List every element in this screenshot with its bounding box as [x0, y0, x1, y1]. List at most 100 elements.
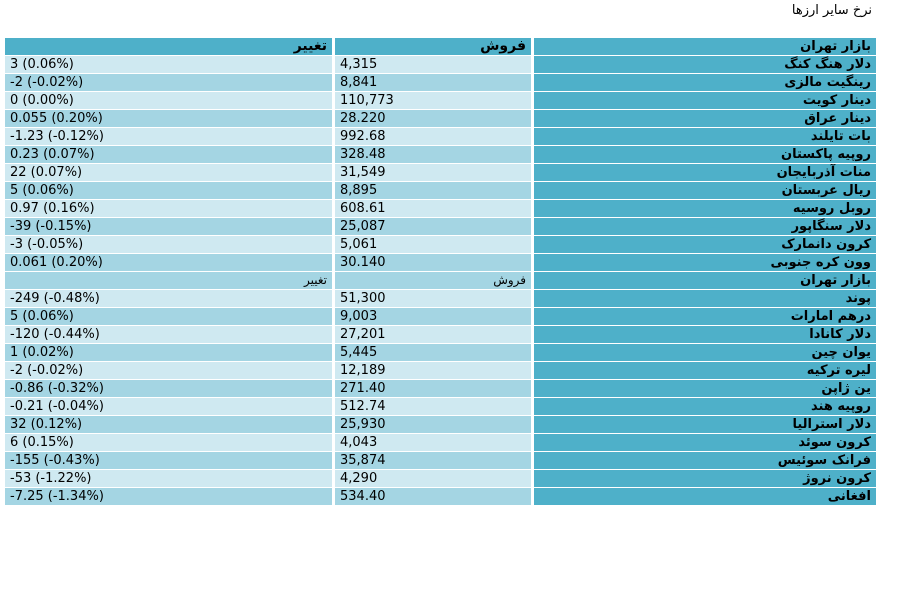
currency-name: افغانی [531, 488, 876, 505]
sell-price: 28.220 [332, 110, 531, 127]
currency-name: پوند [531, 290, 876, 307]
currency-name: درهم امارات [531, 308, 876, 325]
price-change: 0 (0.00%) [5, 92, 332, 109]
currency-name: لیره ترکیه [531, 362, 876, 379]
price-change: -0.21 (-0.04%) [5, 398, 332, 415]
sell-price: 512.74 [332, 398, 531, 415]
price-change: 6 (0.15%) [5, 434, 332, 451]
price-change: 0.055 (0.20%) [5, 110, 332, 127]
price-change: 32 (0.12%) [5, 416, 332, 433]
currency-name: روپیه هند [531, 398, 876, 415]
table-row: دلار هنگ کنگ 4,315 3 (0.06%) [5, 56, 876, 73]
price-change: -2 (-0.02%) [5, 74, 332, 91]
table-row: یوان چین 5,445 1 (0.02%) [5, 344, 876, 361]
sell-price: 30.140 [332, 254, 531, 271]
sell-price: 4,043 [332, 434, 531, 451]
currency-name: دینار کویت [531, 92, 876, 109]
currency-name: روپیه پاکستان [531, 146, 876, 163]
currency-name: دینار عراق [531, 110, 876, 127]
currency-name: دلار استرالیا [531, 416, 876, 433]
sell-subheader: فروش [332, 272, 531, 289]
price-change: -155 (-0.43%) [5, 452, 332, 469]
price-change: 22 (0.07%) [5, 164, 332, 181]
table-row: ریال عربستان 8,895 5 (0.06%) [5, 182, 876, 199]
sell-price: 4,290 [332, 470, 531, 487]
market-header: بازار تهران [531, 38, 876, 55]
sell-header: فروش [332, 38, 531, 55]
price-change: 3 (0.06%) [5, 56, 332, 73]
price-change: -1.23 (-0.12%) [5, 128, 332, 145]
table-row: روپیه پاکستان 328.48 0.23 (0.07%) [5, 146, 876, 163]
table-row: دینار کویت 110,773 0 (0.00%) [5, 92, 876, 109]
table-row: بات تایلند 992.68 -1.23 (-0.12%) [5, 128, 876, 145]
table-row: رینگیت مالزی 8,841 -2 (-0.02%) [5, 74, 876, 91]
sell-price: 51,300 [332, 290, 531, 307]
sell-price: 9,003 [332, 308, 531, 325]
change-header: تغییر [5, 38, 332, 55]
currency-name: روبل روسیه [531, 200, 876, 217]
price-change: -39 (-0.15%) [5, 218, 332, 235]
table-row: منات آذربایجان 31,549 22 (0.07%) [5, 164, 876, 181]
price-change: 5 (0.06%) [5, 182, 332, 199]
price-change: 0.97 (0.16%) [5, 200, 332, 217]
currency-name: ین ژاپن [531, 380, 876, 397]
currency-name: وون کره جنوبی [531, 254, 876, 271]
price-change: 5 (0.06%) [5, 308, 332, 325]
price-change: 1 (0.02%) [5, 344, 332, 361]
table-row: ین ژاپن 271.40 -0.86 (-0.32%) [5, 380, 876, 397]
sell-price: 8,895 [332, 182, 531, 199]
table-header-row: بازار تهران فروش تغییر [5, 38, 876, 55]
currency-name: رینگیت مالزی [531, 74, 876, 91]
table-row: دلار استرالیا 25,930 32 (0.12%) [5, 416, 876, 433]
table-row: افغانی 534.40 -7.25 (-1.34%) [5, 488, 876, 505]
currency-name: بات تایلند [531, 128, 876, 145]
price-change: -3 (-0.05%) [5, 236, 332, 253]
table-row: روبل روسیه 608.61 0.97 (0.16%) [5, 200, 876, 217]
currency-name: منات آذربایجان [531, 164, 876, 181]
currency-name: ریال عربستان [531, 182, 876, 199]
sell-price: 992.68 [332, 128, 531, 145]
table-row: دلار سنگاپور 25,087 -39 (-0.15%) [5, 218, 876, 235]
sell-price: 328.48 [332, 146, 531, 163]
sell-price: 608.61 [332, 200, 531, 217]
sell-price: 12,189 [332, 362, 531, 379]
sell-price: 31,549 [332, 164, 531, 181]
currency-name: کرون دانمارک [531, 236, 876, 253]
table-row: کرون دانمارک 5,061 -3 (-0.05%) [5, 236, 876, 253]
currency-rates-table: بازار تهران فروش تغییر دلار هنگ کنگ 4,315… [5, 37, 876, 506]
page-title: نرخ سایر ارزها [791, 3, 872, 18]
price-change: -53 (-1.22%) [5, 470, 332, 487]
price-change: -0.86 (-0.32%) [5, 380, 332, 397]
market-subheader: بازار تهران [531, 272, 876, 289]
table-row: لیره ترکیه 12,189 -2 (-0.02%) [5, 362, 876, 379]
sell-price: 35,874 [332, 452, 531, 469]
sell-price: 5,445 [332, 344, 531, 361]
sell-price: 25,930 [332, 416, 531, 433]
table-row: کرون سوئد 4,043 6 (0.15%) [5, 434, 876, 451]
sell-price: 534.40 [332, 488, 531, 505]
currency-name: فرانک سوئیس [531, 452, 876, 469]
currency-name: دلار هنگ کنگ [531, 56, 876, 73]
price-change: -2 (-0.02%) [5, 362, 332, 379]
sell-price: 27,201 [332, 326, 531, 343]
table-row: پوند 51,300 -249 (-0.48%) [5, 290, 876, 307]
sell-price: 110,773 [332, 92, 531, 109]
currency-name: کرون نروژ [531, 470, 876, 487]
table-row: کرون نروژ 4,290 -53 (-1.22%) [5, 470, 876, 487]
table-row: درهم امارات 9,003 5 (0.06%) [5, 308, 876, 325]
currency-name: دلار سنگاپور [531, 218, 876, 235]
price-change: -249 (-0.48%) [5, 290, 332, 307]
sell-price: 25,087 [332, 218, 531, 235]
price-change: 0.061 (0.20%) [5, 254, 332, 271]
currency-name: کرون سوئد [531, 434, 876, 451]
price-change: -120 (-0.44%) [5, 326, 332, 343]
table-subheader-row: بازار تهران فروش تغییر [5, 272, 876, 289]
price-change: -7.25 (-1.34%) [5, 488, 332, 505]
table-row: وون کره جنوبی 30.140 0.061 (0.20%) [5, 254, 876, 271]
table-row: فرانک سوئیس 35,874 -155 (-0.43%) [5, 452, 876, 469]
sell-price: 5,061 [332, 236, 531, 253]
table-row: روپیه هند 512.74 -0.21 (-0.04%) [5, 398, 876, 415]
currency-name: دلار کانادا [531, 326, 876, 343]
table-row: دینار عراق 28.220 0.055 (0.20%) [5, 110, 876, 127]
change-subheader: تغییر [5, 272, 332, 289]
